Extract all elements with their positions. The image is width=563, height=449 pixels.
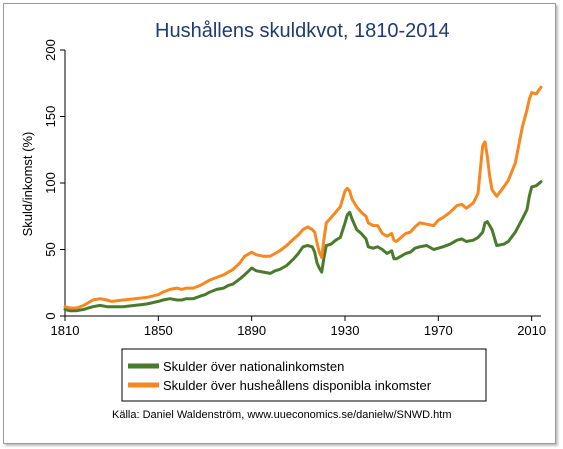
x-tick-label: 2010 — [517, 323, 546, 338]
legend-box — [121, 348, 487, 402]
source-note: Källa: Daniel Waldenström, www.uueconomi… — [112, 409, 452, 421]
chart: Hushållens skuldkvot, 1810-2014 Skuld/in… — [20, 20, 546, 421]
series-line-disposable-income — [63, 85, 543, 310]
y-ticks: 0 50 100 150 200 — [43, 39, 65, 320]
chart-title: Hushållens skuldkvot, 1810-2014 — [155, 20, 450, 42]
series-lines — [63, 85, 543, 313]
y-tick-label: 200 — [43, 39, 58, 61]
x-tick-label: 1970 — [424, 323, 453, 338]
chart-frame: Hushållens skuldkvot, 1810-2014 Skuld/in… — [3, 3, 556, 444]
y-tick-label: 50 — [43, 242, 58, 256]
y-axis-label: Skuld/inkomst (%) — [20, 132, 35, 237]
legend-label-national-income: Skulder över nationalinkomsten — [163, 359, 344, 374]
y-tick-label: 150 — [43, 106, 58, 128]
x-tick-label: 1930 — [331, 323, 360, 338]
x-tick-label: 1890 — [237, 323, 266, 338]
legend-label-disposable-income: Skulder över husheållens disponibla inko… — [163, 378, 432, 393]
x-tick-label: 1850 — [144, 323, 173, 338]
x-ticks: 1810 1850 1890 1930 1970 2010 — [51, 316, 546, 338]
plot-area: 0 50 100 150 200 1810 1850 1890 1930 1970 2010 — [43, 39, 546, 338]
legend: Skulder över nationalinkomsten Skulder ö… — [121, 348, 487, 402]
series-line-national-income — [63, 180, 543, 313]
y-tick-label: 0 — [43, 312, 58, 319]
y-tick-label: 100 — [43, 172, 58, 194]
x-tick-label: 1810 — [51, 323, 80, 338]
